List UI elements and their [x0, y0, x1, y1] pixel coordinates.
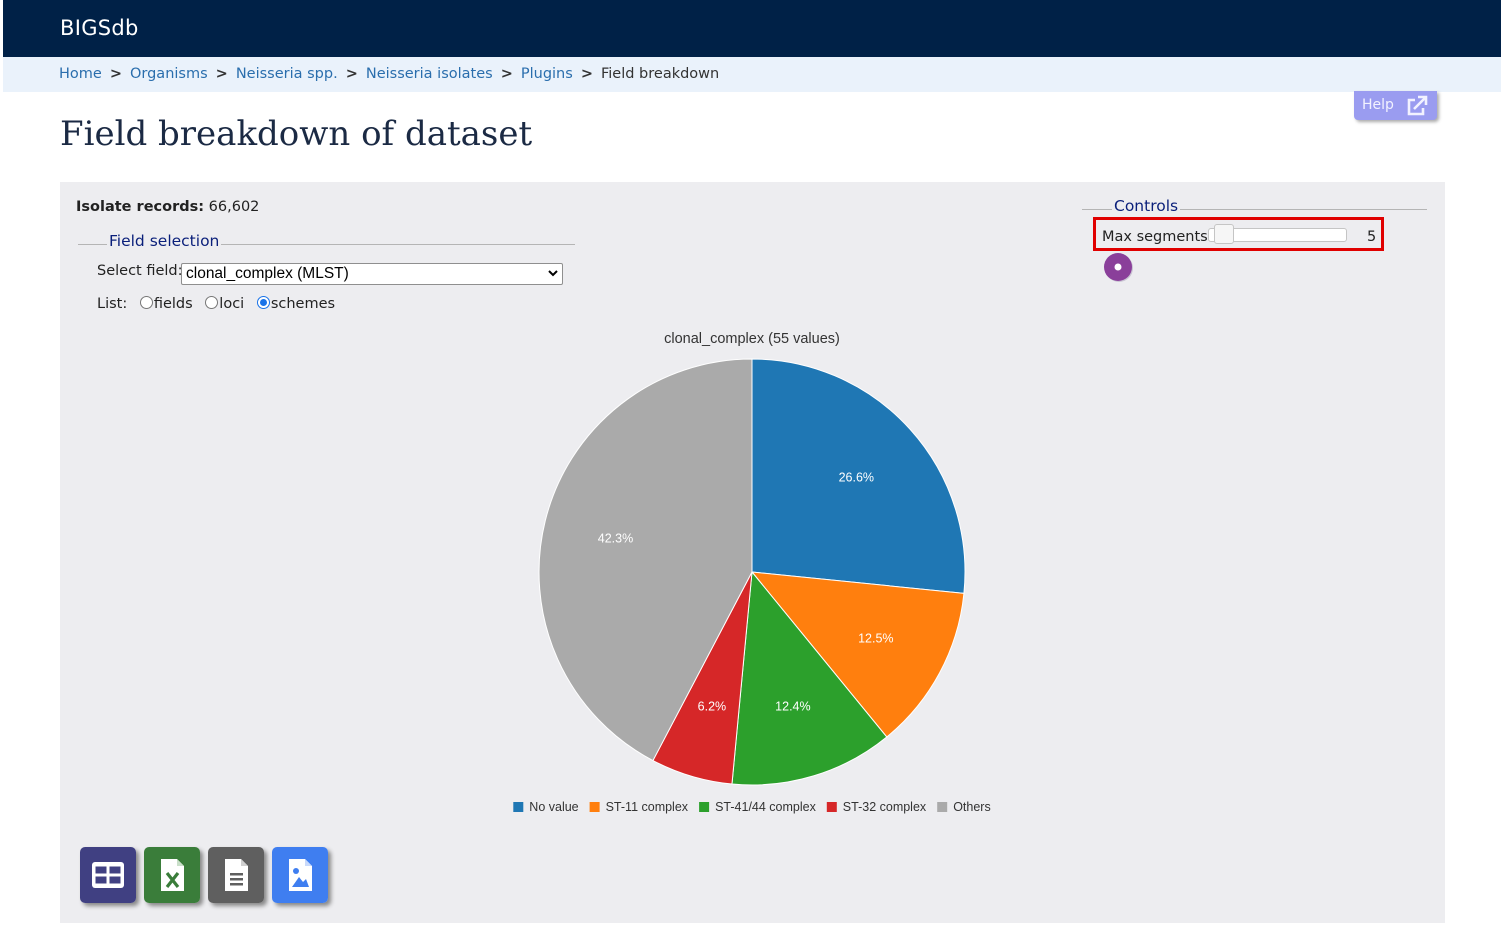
- breadcrumb-organisms[interactable]: Organisms: [129, 66, 208, 82]
- loading-spinner-icon: [1104, 253, 1133, 282]
- legend-label[interactable]: ST-41/44 complex: [715, 800, 816, 814]
- image-file-icon: [272, 847, 328, 903]
- help-button[interactable]: Help: [1354, 91, 1437, 120]
- loci-radio-label[interactable]: loci: [219, 296, 245, 312]
- legend-swatch[interactable]: [513, 802, 524, 812]
- text-export-button[interactable]: [208, 847, 264, 903]
- legend-label[interactable]: ST-11 complex: [606, 800, 689, 814]
- field-select[interactable]: clonal_complex (MLST): [181, 263, 563, 285]
- page-title: Field breakdown of dataset: [60, 114, 533, 154]
- legend-label[interactable]: No value: [529, 800, 578, 814]
- breadcrumb-neisseria-isolates[interactable]: Neisseria isolates: [365, 66, 493, 82]
- breadcrumb-separator: >: [109, 66, 122, 82]
- breadcrumb-separator: >: [345, 66, 358, 82]
- schemes-radio[interactable]: [256, 296, 270, 309]
- pie-slice-label: 12.5%: [858, 632, 893, 646]
- external-link-icon: [1407, 95, 1428, 116]
- field-selection-border: [78, 244, 575, 245]
- fields-radio[interactable]: [139, 296, 153, 309]
- field-select-value: clonal_complex (MLST): [186, 265, 349, 282]
- isolate-records-label: Isolate records:: [76, 199, 205, 215]
- site-brand[interactable]: BIGSdb: [60, 16, 139, 40]
- breadcrumb-home[interactable]: Home: [59, 66, 102, 82]
- main-panel: Isolate records: 66,602 Field selection …: [60, 182, 1445, 923]
- pie-slice-label: 6.2%: [698, 700, 727, 714]
- isolate-records-value: 66,602: [208, 199, 260, 215]
- excel-icon: [144, 847, 200, 903]
- isolate-records: Isolate records: 66,602: [76, 199, 259, 215]
- loci-radio[interactable]: [205, 296, 219, 309]
- legend-swatch[interactable]: [589, 802, 600, 812]
- legend-swatch[interactable]: [699, 802, 710, 812]
- max-segments-slider-handle[interactable]: [1213, 224, 1234, 244]
- max-segments-slider[interactable]: [1208, 228, 1347, 242]
- breadcrumb-plugins[interactable]: Plugins: [520, 66, 573, 82]
- max-segments-highlight: [1093, 217, 1384, 251]
- list-options: List: fields loci schemes: [97, 296, 335, 312]
- chevron-down-icon: [548, 270, 558, 277]
- pie-slice-label: 12.4%: [775, 700, 810, 714]
- controls-border: [1082, 209, 1427, 210]
- pie-slice-label: 26.6%: [839, 471, 874, 485]
- help-label: Help: [1362, 97, 1394, 113]
- breadcrumb-separator: >: [580, 66, 593, 82]
- legend-label[interactable]: ST-32 complex: [843, 800, 927, 814]
- legend-swatch[interactable]: [826, 802, 837, 812]
- legend-swatch[interactable]: [937, 802, 948, 812]
- pie-chart: clonal_complex (55 values) 26.6% 12.5% 12.…: [513, 331, 991, 814]
- pie-slice-4[interactable]: [538, 358, 753, 762]
- field-selection-legend: Field selection: [107, 232, 222, 250]
- schemes-radio-label[interactable]: schemes: [270, 296, 336, 312]
- pie-slice-1[interactable]: [750, 571, 965, 738]
- breadcrumb-separator: >: [500, 66, 513, 82]
- breadcrumb-current: Field breakdown: [600, 66, 720, 82]
- pie-slice-2[interactable]: [731, 570, 888, 786]
- breadcrumb-neisseria-spp[interactable]: Neisseria spp.: [235, 66, 338, 82]
- max-segments-label: Max segments:: [1102, 229, 1213, 245]
- table-icon: [80, 847, 136, 903]
- controls-legend: Controls: [1112, 197, 1181, 215]
- select-field-label: Select field:: [97, 263, 183, 279]
- image-export-button[interactable]: [272, 847, 328, 903]
- top-bar: BIGSdb: [3, 0, 1501, 57]
- text-file-icon: [208, 847, 264, 903]
- max-segments-value: 5: [1367, 229, 1377, 245]
- legend-label[interactable]: Others: [953, 800, 991, 814]
- breadcrumb-separator: >: [215, 66, 228, 82]
- fields-radio-label[interactable]: fields: [153, 296, 193, 312]
- table-export-button[interactable]: [80, 847, 136, 903]
- pie-slice-0[interactable]: [751, 358, 966, 594]
- chart-title: clonal_complex (55 values): [664, 331, 840, 347]
- list-label: List:: [97, 296, 128, 312]
- pie-slice-label: 42.3%: [598, 531, 633, 545]
- excel-export-button[interactable]: [144, 847, 200, 903]
- breadcrumb: Home > Organisms > Neisseria spp. > Neisseria …: [3, 57, 1501, 92]
